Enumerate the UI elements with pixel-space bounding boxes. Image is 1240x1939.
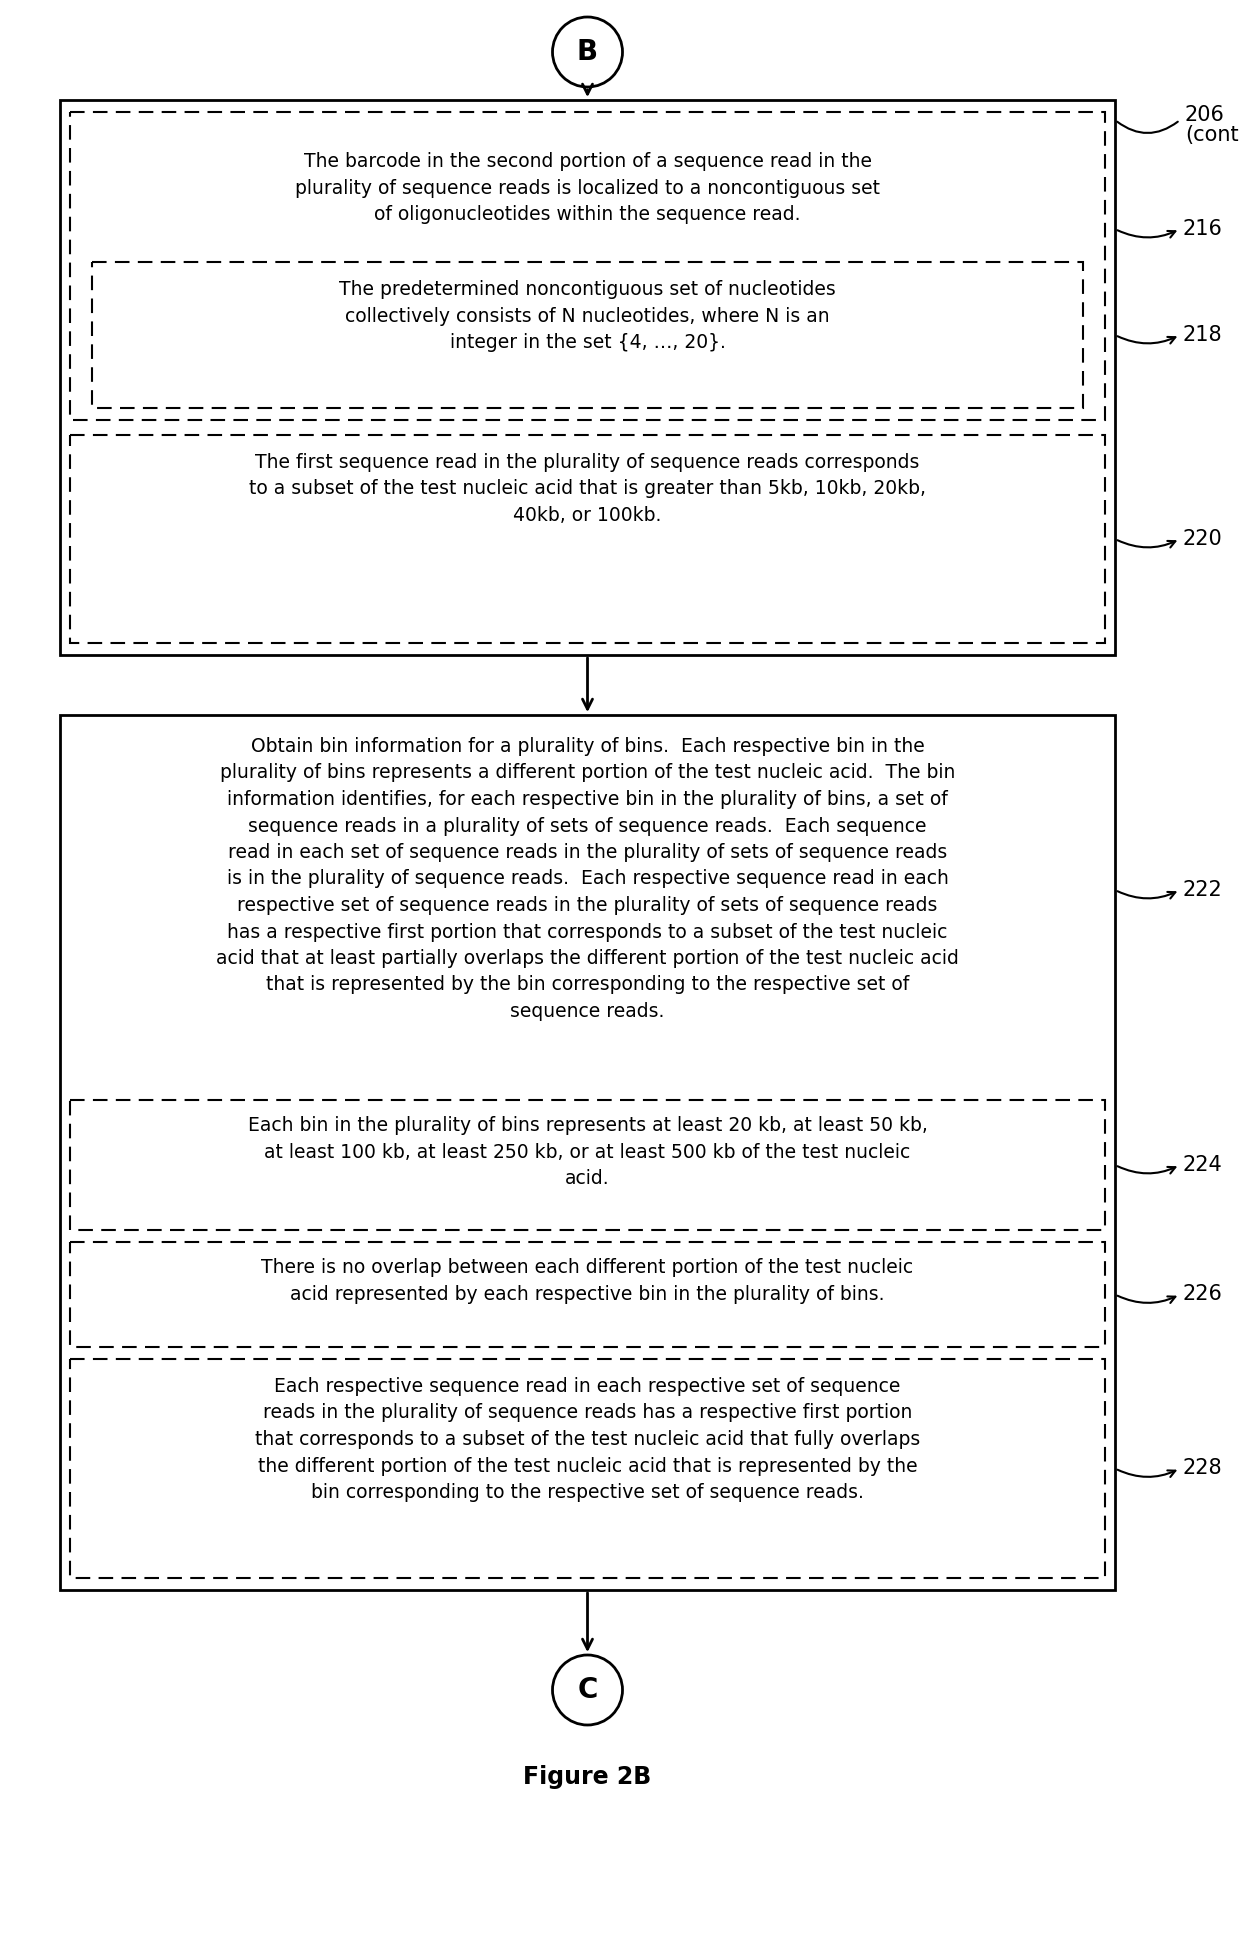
- Text: 218: 218: [1183, 326, 1223, 345]
- Bar: [60, 101, 1115, 655]
- Text: 206: 206: [1185, 105, 1225, 124]
- Text: The barcode in the second portion of a sequence read in the
plurality of sequenc: The barcode in the second portion of a s…: [295, 151, 880, 225]
- Text: The first sequence read in the plurality of sequence reads corresponds
to a subs: The first sequence read in the plurality…: [249, 454, 926, 525]
- Bar: [69, 1099, 1105, 1229]
- Text: B: B: [577, 39, 598, 66]
- Bar: [69, 1243, 1105, 1348]
- Text: The predetermined noncontiguous set of nucleotides
collectively consists of N nu: The predetermined noncontiguous set of n…: [339, 279, 836, 353]
- Text: There is no overlap between each different portion of the test nucleic
acid repr: There is no overlap between each differe…: [262, 1258, 914, 1303]
- Text: C: C: [578, 1675, 598, 1704]
- Bar: [69, 434, 1105, 644]
- Text: 224: 224: [1183, 1156, 1223, 1175]
- Text: 228: 228: [1183, 1458, 1223, 1479]
- Bar: [60, 715, 1115, 1590]
- Text: 220: 220: [1183, 529, 1223, 549]
- Text: Obtain bin information for a plurality of bins.  Each respective bin in the
plur: Obtain bin information for a plurality o…: [216, 737, 959, 1022]
- Text: Each bin in the plurality of bins represents at least 20 kb, at least 50 kb,
at : Each bin in the plurality of bins repres…: [248, 1117, 928, 1189]
- Bar: [69, 112, 1105, 421]
- Bar: [69, 1359, 1105, 1578]
- Text: Each respective sequence read in each respective set of sequence
reads in the pl: Each respective sequence read in each re…: [255, 1377, 920, 1503]
- Text: (cont): (cont): [1185, 124, 1240, 145]
- Text: 226: 226: [1183, 1284, 1223, 1305]
- Bar: [92, 262, 1083, 407]
- Text: Figure 2B: Figure 2B: [523, 1764, 652, 1790]
- Text: 216: 216: [1183, 219, 1223, 238]
- Text: 222: 222: [1183, 880, 1223, 900]
